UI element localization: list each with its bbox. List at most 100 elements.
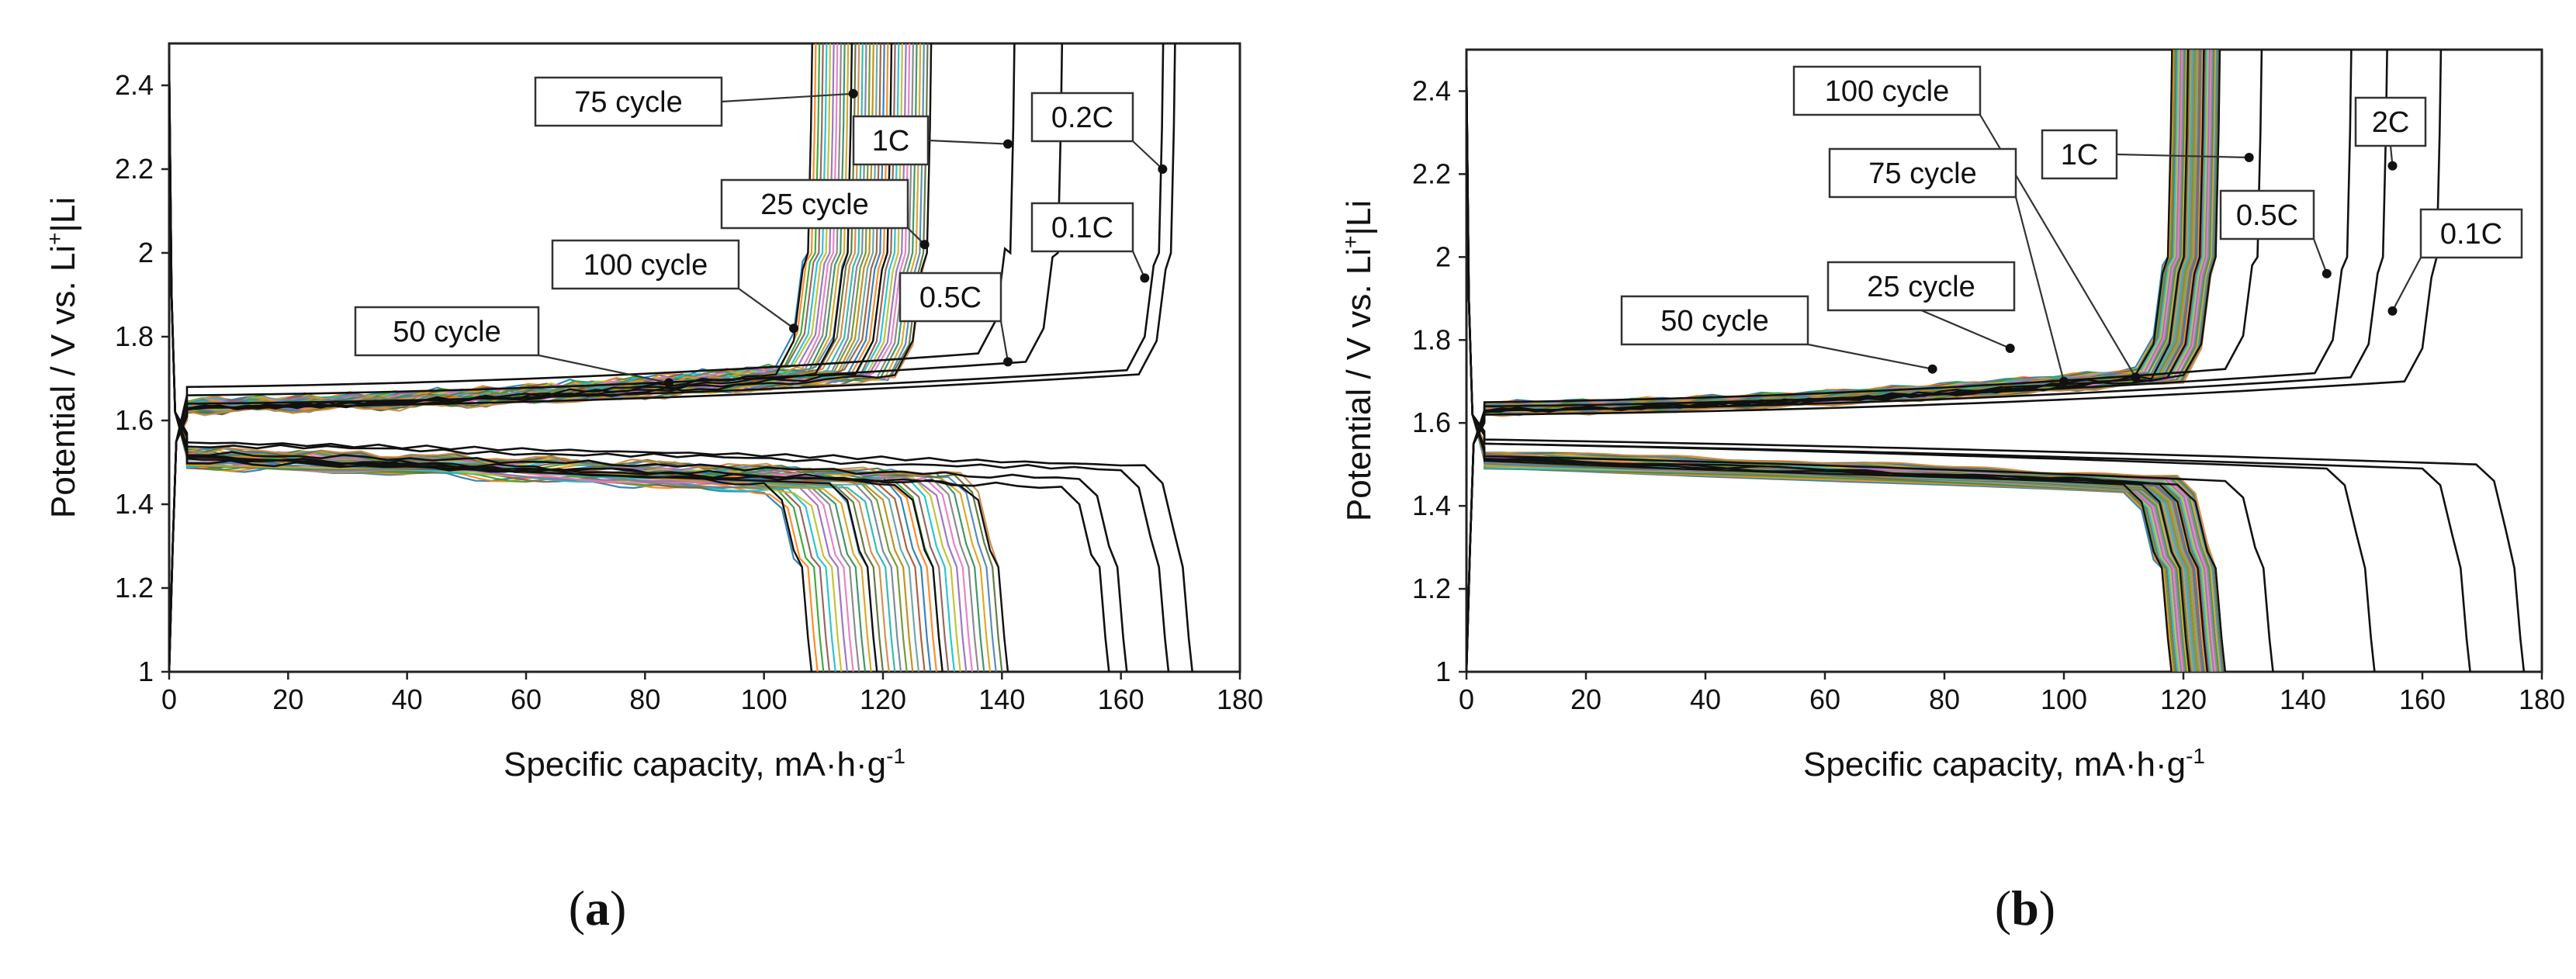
cycle-charge-curve — [169, 43, 846, 672]
cycle-charge-curve — [169, 43, 828, 672]
rate-charge-curve — [169, 43, 1064, 672]
cycle-charge-curve — [169, 43, 835, 672]
selected-cycle-discharge-curve — [1466, 70, 2208, 672]
annotation-label: 50 cycle — [393, 316, 500, 348]
annotation-label: 75 cycle — [1868, 157, 1976, 190]
cycle-charge-curve — [169, 43, 867, 672]
annotation-box — [2354, 96, 2427, 147]
cycle-discharge-curve — [169, 64, 932, 672]
rate-charge-curve — [169, 43, 1176, 672]
annotation-marker — [2387, 161, 2398, 171]
cycle-discharge-curve — [1466, 70, 2226, 672]
y-tick-label: 1 — [138, 656, 154, 687]
x-tick-label: 120 — [2160, 683, 2207, 715]
annotation-label: 1C — [872, 125, 910, 157]
annotation-box — [2419, 208, 2523, 259]
x-tick-label: 140 — [2280, 683, 2326, 715]
x-tick-label: 0 — [161, 683, 177, 715]
x-tick-labels: 0 20 40 60 80 100 120 140 160 180 — [1459, 672, 2565, 715]
annotation-label: 0.5C — [2236, 199, 2298, 232]
x-tick-label: 80 — [1929, 683, 1960, 715]
annotation-label: 25 cycle — [760, 189, 868, 221]
cycle-discharge-curve — [169, 64, 902, 672]
annotation-box — [852, 115, 930, 166]
annotation-leader — [538, 354, 670, 384]
x-tick-label: 20 — [1570, 683, 1601, 715]
annotation-leader — [1132, 140, 1164, 170]
cycle-charge-curve — [169, 43, 857, 672]
cycle-charge-curve — [169, 43, 853, 672]
y-tick-label: 2.2 — [1412, 157, 1451, 189]
annotation-box — [898, 272, 1002, 323]
y-axis-title: Potential / V vs. Li+|Li — [43, 197, 82, 518]
annotation-box — [1792, 65, 1982, 116]
x-tick-label: 80 — [629, 683, 660, 715]
y-tick-label: 1.6 — [1412, 406, 1451, 438]
cycle-discharge-curve — [169, 64, 825, 672]
rate-charge-curve — [1466, 50, 2353, 672]
y-tick-label: 1.6 — [115, 404, 154, 436]
chart-panel-b: 100 cycle 1C 2C 75 cycle 0.5C 0.1C 25 cycle 50 … — [1338, 48, 2565, 936]
cycle-charge-curve — [169, 43, 896, 672]
x-tick-label: 160 — [1098, 683, 1144, 715]
cycle-charge-curve — [169, 43, 882, 672]
annotation-marker — [1158, 164, 1168, 174]
x-axis-title: Specific capacity, mA·h·g-1 — [504, 744, 905, 784]
y-tick-label: 1.4 — [1412, 490, 1451, 521]
annotation-marker — [848, 88, 858, 99]
cycle-charge-curve — [169, 43, 821, 672]
rate-discharge-curve — [169, 64, 1193, 672]
y-tick-label: 1.4 — [115, 488, 154, 520]
cycle-charge-curve — [169, 43, 893, 672]
x-tick-label: 40 — [1690, 683, 1721, 715]
annotation-leader — [1920, 309, 2011, 349]
annotation-leader — [999, 320, 1009, 362]
selected-cycle-charge-curve — [169, 43, 853, 672]
curve-layer — [169, 43, 1193, 672]
cycle-charge-curve — [169, 43, 842, 672]
cycle-charge-curve — [169, 43, 850, 672]
rate-discharge-curve — [169, 64, 1170, 672]
rate-charge-curve — [1466, 50, 2388, 672]
annotation-leader — [738, 288, 795, 330]
x-tick-label: 160 — [2399, 683, 2446, 715]
annotation-box — [1826, 261, 2016, 312]
annotation-leader — [721, 92, 853, 103]
x-tick-label: 100 — [2041, 683, 2087, 715]
cycle-charge-curve — [169, 43, 824, 672]
selected-cycle-charge-curve — [169, 43, 893, 672]
annotation-box — [2219, 189, 2315, 240]
selected-cycle-discharge-curve — [1466, 70, 2190, 672]
x-tick-label: 0 — [1459, 683, 1474, 715]
annotation-marker — [1003, 139, 1013, 149]
annotation-label: 1C — [2061, 139, 2099, 171]
x-tick-labels: 0 20 40 60 80 100 120 140 160 180 — [161, 672, 1263, 715]
y-axis-title: Potential / V vs. Li+|Li — [1338, 200, 1378, 521]
x-tick-label: 180 — [2519, 683, 2565, 715]
y-tick-label: 1 — [1435, 656, 1451, 687]
annotation-marker — [2387, 306, 2398, 316]
annotation-box — [551, 239, 740, 290]
annotation-leader — [927, 139, 1009, 145]
y-tick-label: 2 — [138, 237, 154, 268]
x-tick-label: 60 — [511, 683, 542, 715]
cycle-discharge-curve — [169, 64, 831, 672]
annotation-label: 50 cycle — [1660, 305, 1768, 337]
rate-discharge-curve — [169, 64, 1128, 672]
y-tick-label: 2 — [1435, 240, 1451, 272]
cycle-discharge-curve — [169, 64, 961, 672]
selected-cycle-charge-curve — [169, 43, 813, 672]
cycle-charge-curve — [169, 43, 839, 672]
annotation-marker — [2322, 268, 2332, 278]
annotation-box — [1620, 295, 1809, 346]
y-tick-labels: 1 1.2 1.4 1.6 1.8 2 2.2 2.4 — [1412, 74, 1466, 687]
cycle-charge-curve — [169, 43, 874, 672]
rate-discharge-curve — [169, 64, 1110, 672]
annotation-leader — [1131, 251, 1146, 278]
chart-panel-a: 75 cycle 1C 0.2C 25 cycle 0.1C 100 cycle 0.5C 5… — [43, 42, 1263, 936]
rate-charge-curve — [1466, 50, 2263, 672]
annotation-label: 25 cycle — [1867, 271, 1975, 303]
annotation-marker — [1003, 357, 1013, 367]
x-tick-label: 120 — [860, 683, 906, 715]
cycle-charge-curve — [169, 43, 860, 672]
